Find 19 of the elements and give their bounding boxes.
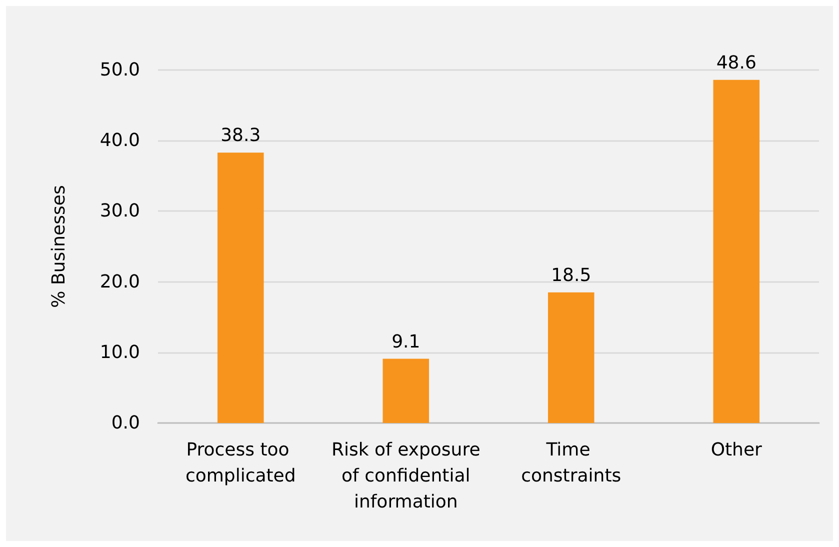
y-tick-label: 0.0	[111, 412, 140, 434]
y-tick-label: 30.0	[100, 200, 140, 222]
y-tick-label: 40.0	[100, 130, 140, 152]
y-tick-label: 10.0	[100, 342, 140, 363]
x-tick-label: Process too complicated	[185, 440, 296, 486]
data-label: 9.1	[392, 331, 420, 352]
data-label: 48.6	[716, 52, 756, 74]
bar	[382, 358, 430, 423]
y-tick-label: 20.0	[100, 271, 140, 292]
bar	[217, 152, 264, 423]
y-axis-title: % Businesses	[48, 185, 70, 308]
bar	[548, 292, 594, 423]
data-label: 38.3	[220, 125, 261, 146]
bar	[713, 80, 760, 423]
x-tick-label: Time constraints	[521, 440, 622, 486]
y-tick-label: 50.0	[100, 60, 140, 80]
data-label: 18.5	[551, 264, 592, 286]
x-tick-label: Risk of exposure of confidential information	[331, 440, 480, 512]
x-tick-label: Other	[710, 440, 763, 460]
